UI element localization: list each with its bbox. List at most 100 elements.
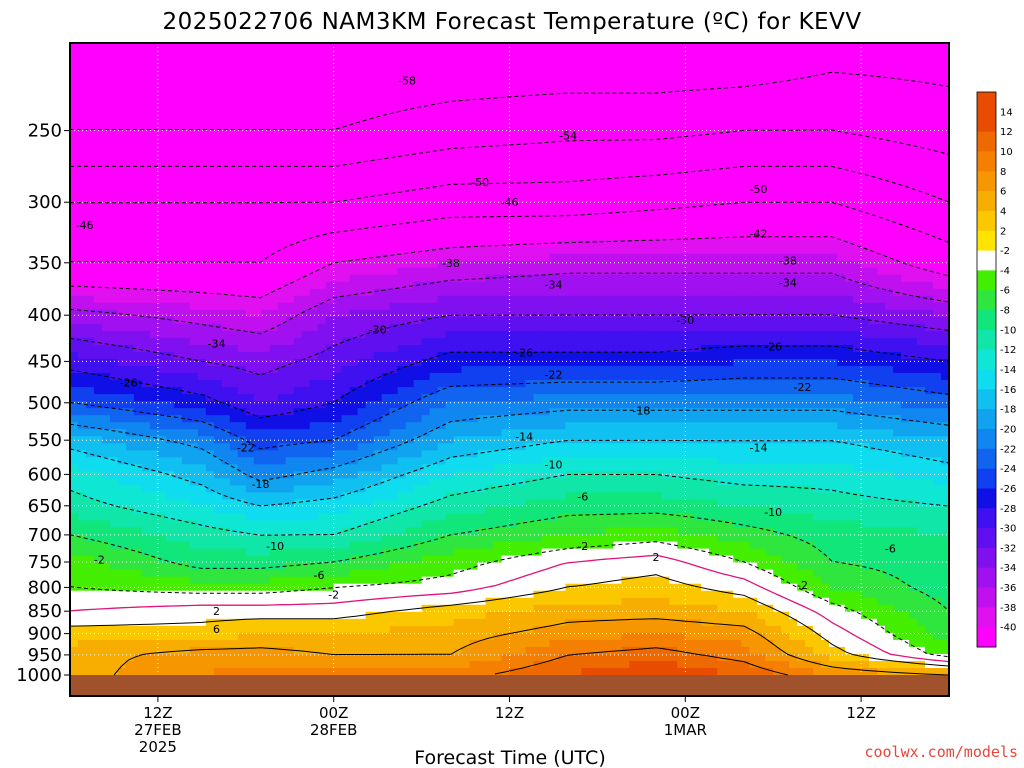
temperature-cell (277, 464, 287, 472)
temperature-cell (253, 394, 263, 402)
temperature-cell (501, 120, 511, 128)
temperature-cell (181, 471, 191, 479)
temperature-cell (405, 78, 415, 86)
temperature-cell (70, 113, 79, 121)
temperature-cell (333, 253, 343, 262)
temperature-cell (141, 337, 151, 346)
temperature-cell (445, 408, 455, 416)
temperature-cell (421, 513, 431, 522)
temperature-cell (133, 141, 143, 149)
temperature-cell (269, 408, 279, 416)
temperature-cell (245, 295, 255, 304)
temperature-cell (141, 288, 151, 297)
temperature-cell (285, 260, 295, 269)
temperature-cell (301, 337, 311, 346)
temperature-cell (173, 506, 183, 515)
temperature-cell (333, 520, 343, 529)
temperature-cell (165, 344, 175, 353)
temperature-cell (413, 611, 423, 620)
temperature-cell (77, 457, 87, 465)
temperature-cell (341, 506, 351, 515)
temperature-cell (93, 667, 103, 676)
temperature-cell (261, 253, 271, 262)
temperature-cell (109, 506, 119, 515)
temperature-cell (293, 274, 303, 283)
temperature-cell (181, 520, 191, 529)
temperature-cell (509, 141, 519, 149)
temperature-cell (333, 604, 343, 613)
temperature-cell (381, 218, 391, 227)
temperature-cell (205, 478, 215, 486)
temperature-cell (501, 267, 511, 276)
temperature-cell (157, 422, 167, 430)
temperature-cell (157, 632, 167, 641)
temperature-cell (189, 590, 199, 599)
temperature-cell (197, 253, 207, 262)
temperature-cell (357, 204, 367, 213)
temperature-cell (405, 562, 415, 571)
temperature-cell (117, 274, 127, 283)
temperature-cell (437, 260, 447, 269)
temperature-cell (213, 429, 223, 437)
temperature-cell (261, 618, 271, 627)
temperature-cell (485, 436, 495, 444)
temperature-cell (365, 422, 375, 430)
temperature-cell (293, 204, 303, 213)
temperature-cell (469, 597, 479, 606)
temperature-cell (373, 576, 383, 585)
temperature-cell (381, 204, 391, 213)
temperature-cell (197, 464, 207, 472)
temperature-cell (285, 415, 295, 423)
temperature-cell (381, 464, 391, 472)
temperature-cell (221, 141, 231, 149)
temperature-cell (77, 527, 87, 536)
temperature-cell (165, 513, 175, 522)
temperature-cell (413, 274, 423, 283)
temperature-cell (413, 344, 423, 353)
temperature-cell (349, 492, 359, 501)
temperature-cell (77, 246, 87, 255)
temperature-cell (237, 323, 247, 332)
temperature-cell (373, 92, 383, 100)
temperature-cell (253, 604, 263, 613)
temperature-cell (285, 344, 295, 353)
temperature-cell (469, 387, 479, 395)
temperature-cell (333, 344, 343, 353)
temperature-cell (117, 590, 127, 599)
temperature-cell (469, 499, 479, 508)
temperature-cell (93, 260, 103, 269)
temperature-cell (133, 450, 143, 458)
temperature-cell (357, 429, 367, 437)
temperature-cell (365, 548, 375, 557)
temperature-cell (133, 569, 143, 578)
temperature-cell (93, 120, 103, 128)
temperature-cell (429, 380, 439, 388)
temperature-cell (165, 618, 175, 627)
temperature-cell (157, 576, 167, 585)
temperature-cell (85, 471, 95, 479)
temperature-cell (149, 527, 159, 536)
temperature-cell (125, 569, 135, 578)
temperature-cell (365, 429, 375, 437)
temperature-cell (205, 120, 215, 128)
temperature-cell (141, 485, 151, 494)
temperature-cell (149, 590, 159, 599)
temperature-cell (85, 513, 95, 522)
temperature-cell (93, 190, 103, 199)
temperature-cell (493, 281, 503, 290)
temperature-cell (341, 106, 351, 114)
temperature-cell (101, 632, 111, 641)
temperature-cell (197, 351, 207, 360)
temperature-cell (70, 176, 79, 185)
temperature-cell (165, 611, 175, 620)
temperature-cell (373, 639, 383, 648)
temperature-cell (301, 253, 311, 262)
temperature-cell (285, 267, 295, 276)
temperature-cell (413, 50, 423, 58)
temperature-cell (85, 190, 95, 199)
temperature-cell (365, 653, 375, 662)
temperature-cell (70, 562, 79, 571)
temperature-cell (205, 590, 215, 599)
temperature-cell (309, 337, 319, 346)
temperature-cell (245, 401, 255, 409)
